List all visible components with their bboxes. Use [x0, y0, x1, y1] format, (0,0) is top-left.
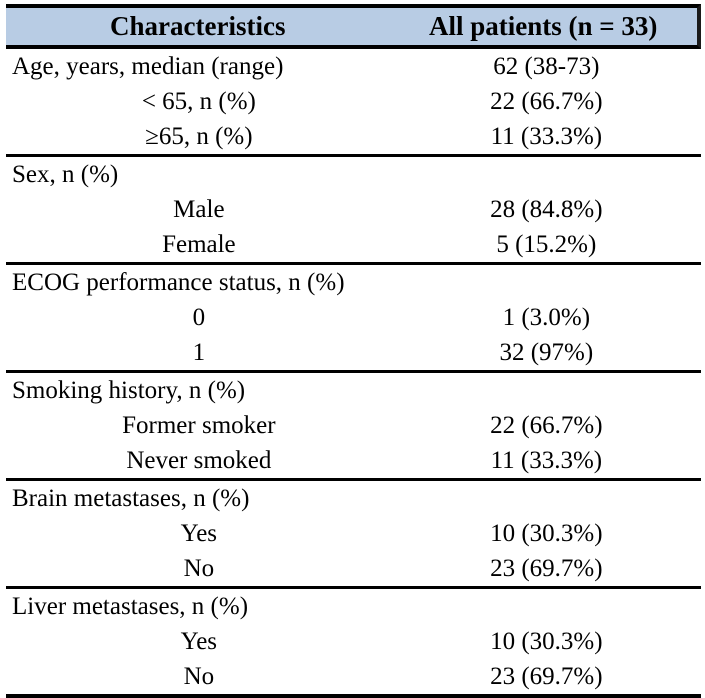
row-value: 62 (38-73)	[493, 53, 600, 80]
row-category-label: ECOG performance status, n (%)	[12, 269, 345, 296]
row-sublabel: Former smoker	[122, 412, 276, 439]
table-row: No 23 (69.7%)	[6, 551, 701, 586]
table-section: ECOG performance status, n (%) 0 1 (3.0%) 1…	[6, 262, 701, 370]
row-value: 23 (69.7%)	[490, 555, 603, 582]
table-row: Liver metastases, n (%)	[6, 589, 701, 624]
row-value: 11 (33.3%)	[490, 447, 603, 474]
row-sublabel: Yes	[180, 628, 218, 655]
table-row: < 65, n (%) 22 (66.7%)	[6, 84, 701, 119]
row-category-label: Age, years, median (range)	[12, 53, 284, 80]
row-sublabel: Never smoked	[126, 447, 272, 474]
table-row: Smoking history, n (%)	[6, 373, 701, 408]
table-row: Former smoker 22 (66.7%)	[6, 408, 701, 443]
row-value	[392, 589, 701, 624]
row-sublabel: Yes	[180, 520, 218, 547]
row-sublabel: Female	[162, 231, 236, 258]
row-value: 32 (97%)	[499, 339, 594, 366]
table-row: Never smoked 11 (33.3%)	[6, 443, 701, 478]
row-value: 22 (66.7%)	[490, 88, 603, 115]
row-value: 5 (15.2%)	[496, 231, 597, 258]
row-value: 22 (66.7%)	[490, 412, 603, 439]
table-row: Brain metastases, n (%)	[6, 481, 701, 516]
row-sublabel: 1	[192, 339, 206, 366]
row-value: 1 (3.0%)	[502, 304, 591, 331]
header-characteristics: Characteristics	[110, 11, 286, 41]
characteristics-table: Characteristics All patients (n = 33) Ag…	[6, 4, 701, 698]
table-row: 1 32 (97%)	[6, 335, 701, 370]
row-value: 10 (30.3%)	[490, 628, 603, 655]
row-value	[392, 481, 701, 516]
table-row: Female 5 (15.2%)	[6, 227, 701, 262]
row-sublabel: No	[183, 555, 215, 582]
table-row: No 23 (69.7%)	[6, 659, 701, 694]
row-value	[392, 373, 701, 408]
row-value	[392, 157, 701, 192]
row-category-label: Sex, n (%)	[12, 161, 119, 188]
row-sublabel: < 65, n (%)	[141, 88, 256, 115]
row-category-label: Brain metastases, n (%)	[12, 485, 250, 512]
table-section: Liver metastases, n (%) Yes 10 (30.3%) No 23…	[6, 586, 701, 694]
row-sublabel: ≥65, n (%)	[145, 123, 253, 150]
table-section: Age, years, median (range) 62 (38-73) < 65…	[6, 49, 701, 154]
table-row: Sex, n (%)	[6, 157, 701, 192]
row-sublabel: No	[183, 663, 215, 690]
row-value: 28 (84.8%)	[490, 196, 603, 223]
row-sublabel: 0	[192, 304, 206, 331]
row-sublabel: Male	[173, 196, 225, 223]
row-category-label: Smoking history, n (%)	[12, 377, 246, 404]
row-category-label: Liver metastases, n (%)	[12, 593, 249, 620]
table-header-row: Characteristics All patients (n = 33)	[6, 4, 701, 49]
row-value: 10 (30.3%)	[490, 520, 603, 547]
table-row: 0 1 (3.0%)	[6, 300, 701, 335]
table-row: Yes 10 (30.3%)	[6, 624, 701, 659]
table-section: Brain metastases, n (%) Yes 10 (30.3%) No 23…	[6, 478, 701, 586]
table-row: ECOG performance status, n (%)	[6, 265, 701, 300]
table-row: Male 28 (84.8%)	[6, 192, 701, 227]
row-value: 11 (33.3%)	[490, 123, 603, 150]
row-value	[392, 265, 701, 300]
table-section: Smoking history, n (%) Former smoker 22 (6…	[6, 370, 701, 478]
row-value: 23 (69.7%)	[490, 663, 603, 690]
table-row: Age, years, median (range) 62 (38-73)	[6, 49, 701, 84]
table-body: Age, years, median (range) 62 (38-73) < 65…	[6, 49, 701, 698]
table-row: Yes 10 (30.3%)	[6, 516, 701, 551]
table-section: Sex, n (%) Male 28 (84.8%) Female 5 (15.2%)	[6, 154, 701, 262]
header-all-patients: All patients (n = 33)	[429, 11, 658, 41]
table-row: ≥65, n (%) 11 (33.3%)	[6, 119, 701, 154]
